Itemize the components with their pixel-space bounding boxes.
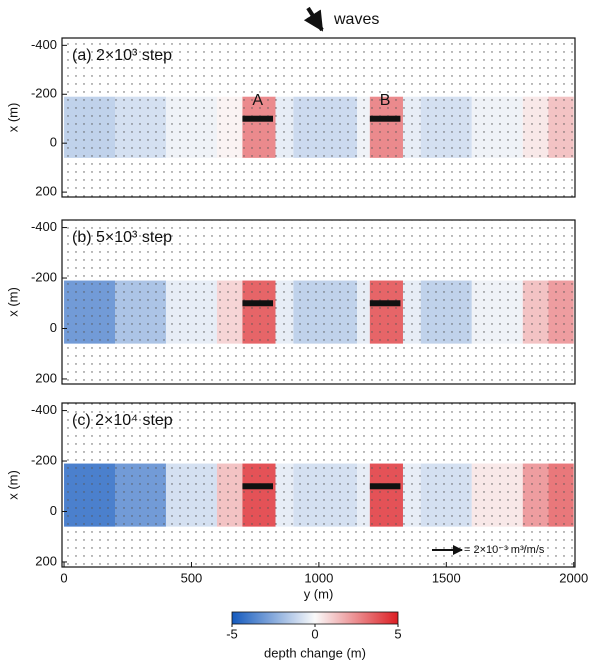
breakwater bbox=[242, 483, 274, 490]
x-tick-label: 2000 bbox=[559, 570, 588, 585]
vector-grid bbox=[62, 38, 575, 197]
y-tick-label: 0 bbox=[50, 135, 57, 150]
plot-frame bbox=[61, 37, 576, 198]
panel-title: (c) 2×10⁴ step bbox=[72, 412, 173, 429]
panel: (b) 5×10³ step -400 -200 0 200 x (m) bbox=[5, 219, 576, 385]
waves-label: waves bbox=[333, 11, 379, 28]
breakwater bbox=[242, 300, 274, 307]
x-tick-label: 1000 bbox=[304, 570, 333, 585]
breakwater-label: A bbox=[252, 92, 263, 109]
colorbar-tick-label: 0 bbox=[311, 626, 318, 641]
y-axis-title: x (m) bbox=[5, 103, 20, 133]
colorbar-tick-label: -5 bbox=[226, 626, 238, 641]
x-tick-label: 1500 bbox=[432, 570, 461, 585]
y-tick-label: -200 bbox=[31, 269, 57, 284]
y-axis-title: x (m) bbox=[5, 287, 20, 317]
waves-arrow bbox=[303, 6, 324, 32]
panel: A B (a) 2×10³ step -400 -200 0 200 x (m) bbox=[5, 37, 576, 199]
y-tick-label: -200 bbox=[31, 86, 57, 101]
panel-title: (a) 2×10³ step bbox=[72, 47, 172, 64]
breakwater-label: B bbox=[380, 92, 391, 109]
y-tick-label: -400 bbox=[31, 219, 57, 234]
x-tick-label: 0 bbox=[60, 570, 67, 585]
y-tick-label: -400 bbox=[31, 37, 57, 52]
y-tick-label: -200 bbox=[31, 452, 57, 467]
colorbar: -5 0 5 depth change (m) bbox=[226, 611, 402, 660]
plot-frame bbox=[61, 219, 576, 385]
breakwater bbox=[369, 300, 401, 307]
y-tick-label: 200 bbox=[35, 370, 57, 385]
colorbar-title: depth change (m) bbox=[264, 645, 366, 660]
y-tick-label: 200 bbox=[35, 553, 57, 568]
y-tick-label: 0 bbox=[50, 320, 57, 335]
colorbar-tick-label: 5 bbox=[394, 626, 401, 641]
panel-title: (b) 5×10³ step bbox=[72, 229, 172, 246]
x-tick-label: 500 bbox=[181, 570, 203, 585]
vector-grid bbox=[62, 403, 575, 567]
colorbar-gradient bbox=[231, 611, 399, 625]
breakwater bbox=[369, 483, 401, 490]
y-tick-label: 200 bbox=[35, 184, 57, 199]
y-tick-label: -400 bbox=[31, 402, 57, 417]
vector-grid bbox=[62, 220, 575, 384]
breakwater bbox=[369, 115, 401, 122]
y-axis-title: x (m) bbox=[5, 470, 20, 500]
y-tick-label: 0 bbox=[50, 503, 57, 518]
scale-label: = 2×10⁻³ m³/m/s bbox=[464, 544, 545, 556]
breakwater bbox=[242, 115, 274, 122]
x-axis-title: y (m) bbox=[304, 586, 334, 601]
